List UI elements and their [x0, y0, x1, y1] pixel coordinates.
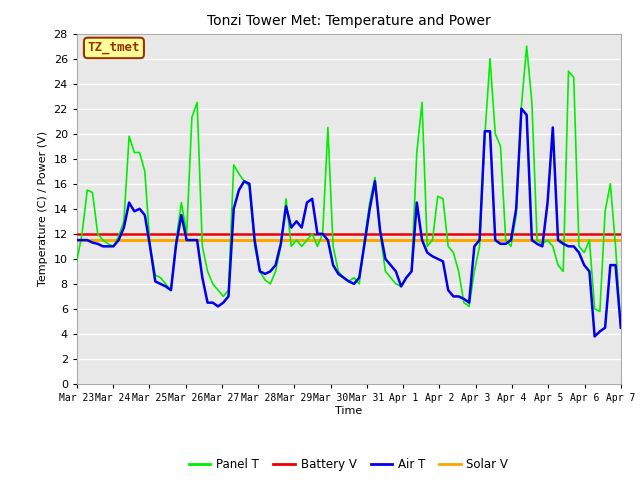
X-axis label: Time: Time: [335, 406, 362, 416]
Title: Tonzi Tower Met: Temperature and Power: Tonzi Tower Met: Temperature and Power: [207, 14, 491, 28]
Legend: Panel T, Battery V, Air T, Solar V: Panel T, Battery V, Air T, Solar V: [184, 454, 513, 476]
Y-axis label: Temperature (C) / Power (V): Temperature (C) / Power (V): [38, 131, 48, 287]
Text: TZ_tmet: TZ_tmet: [88, 41, 140, 54]
